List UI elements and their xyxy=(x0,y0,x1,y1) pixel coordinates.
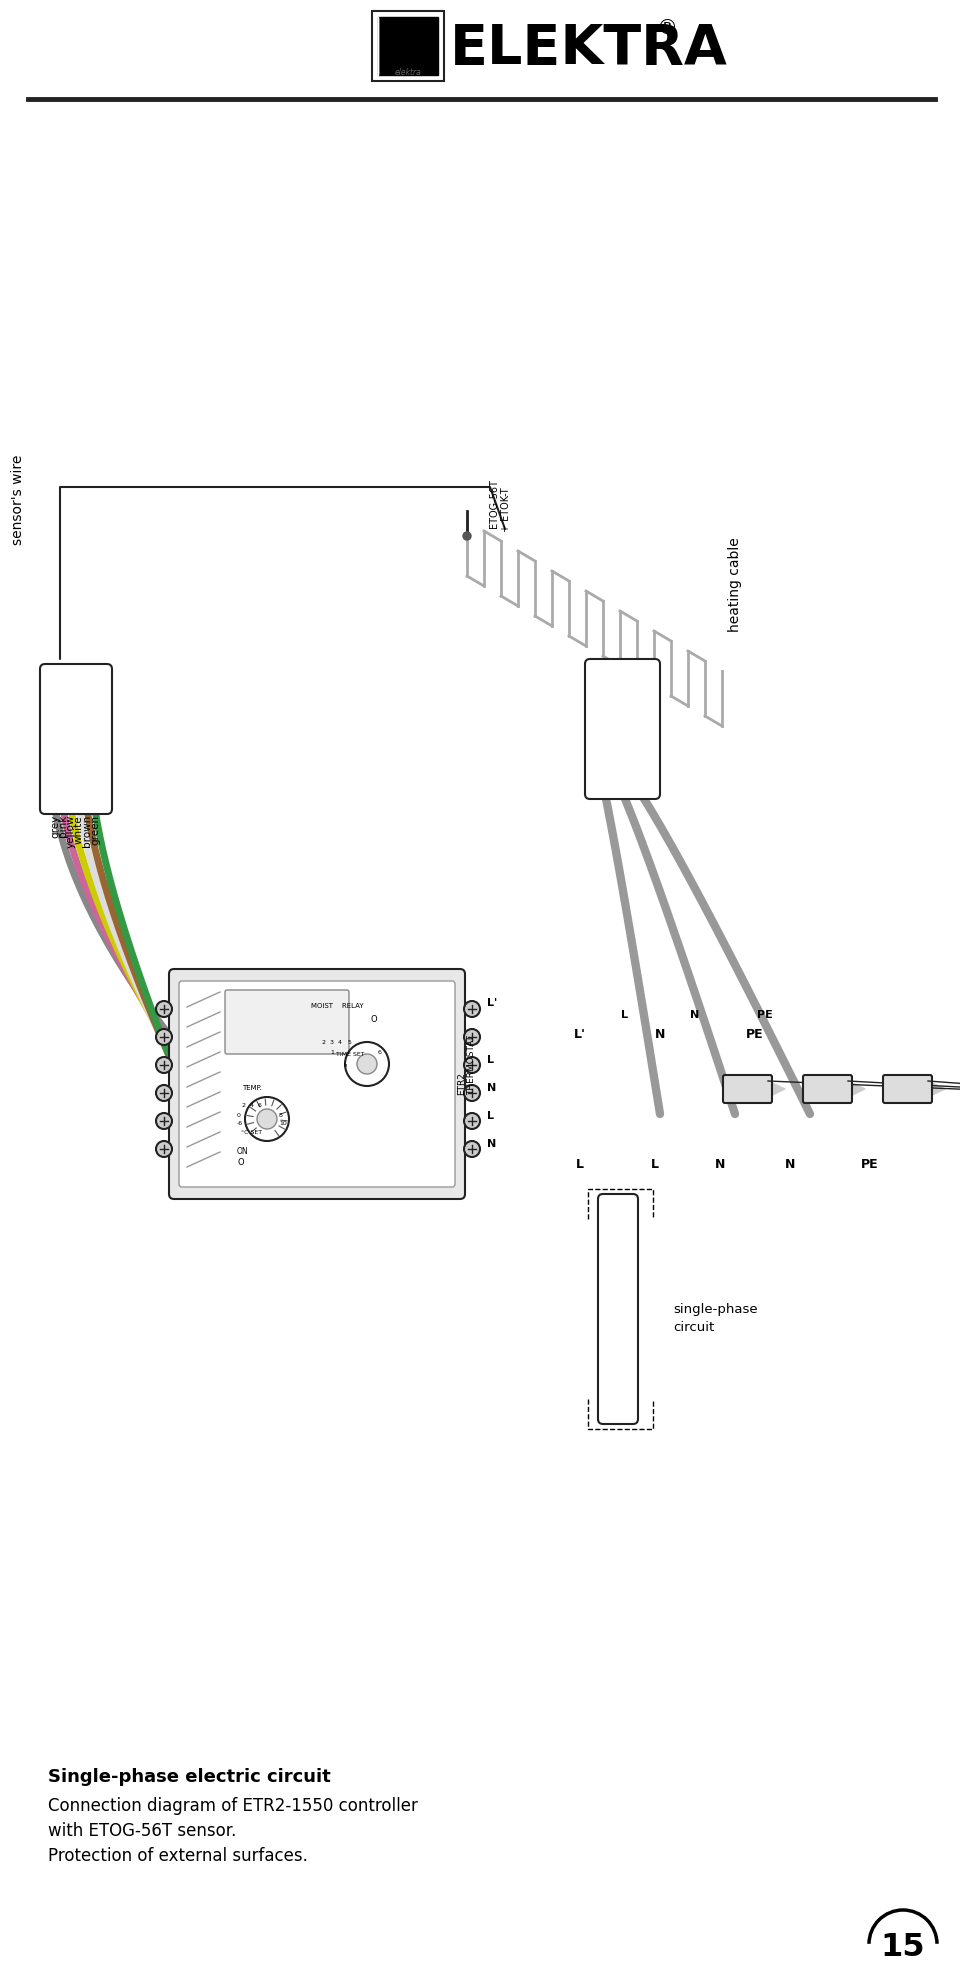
Circle shape xyxy=(156,1057,172,1073)
Text: N: N xyxy=(487,1083,496,1093)
Text: N: N xyxy=(487,1138,496,1148)
Text: O: O xyxy=(371,1014,377,1024)
Text: 6: 6 xyxy=(378,1049,382,1055)
Circle shape xyxy=(464,1113,480,1129)
FancyBboxPatch shape xyxy=(883,1075,932,1103)
Circle shape xyxy=(869,1911,937,1978)
Circle shape xyxy=(156,1002,172,1018)
Text: L': L' xyxy=(487,998,497,1008)
Circle shape xyxy=(464,1140,480,1158)
Circle shape xyxy=(245,1097,289,1140)
Polygon shape xyxy=(768,1081,785,1097)
Text: ®: ® xyxy=(656,18,677,38)
Text: single-phase: single-phase xyxy=(673,1303,757,1317)
FancyBboxPatch shape xyxy=(169,970,465,1200)
Text: PE: PE xyxy=(757,1010,773,1020)
Text: grey: grey xyxy=(50,814,60,838)
Polygon shape xyxy=(928,1081,945,1097)
Circle shape xyxy=(156,1085,172,1101)
Text: L: L xyxy=(487,1111,494,1121)
Bar xyxy=(372,12,444,81)
Text: yellow: yellow xyxy=(66,814,76,847)
Text: L: L xyxy=(651,1158,659,1170)
Text: Protection of external surfaces.: Protection of external surfaces. xyxy=(48,1845,308,1863)
FancyBboxPatch shape xyxy=(803,1075,852,1103)
Circle shape xyxy=(156,1030,172,1045)
Circle shape xyxy=(463,533,471,541)
Text: L: L xyxy=(576,1158,584,1170)
Text: circuit: circuit xyxy=(673,1321,714,1335)
Text: 10: 10 xyxy=(279,1121,287,1125)
Text: L: L xyxy=(487,1055,494,1065)
Text: Single-phase electric circuit: Single-phase electric circuit xyxy=(48,1766,331,1786)
Text: 8: 8 xyxy=(279,1113,283,1117)
Text: N: N xyxy=(690,1010,700,1020)
Circle shape xyxy=(257,1109,277,1129)
Text: green: green xyxy=(90,814,100,845)
Circle shape xyxy=(464,1057,480,1073)
Text: MOIST    RELAY: MOIST RELAY xyxy=(311,1002,363,1008)
FancyBboxPatch shape xyxy=(225,990,349,1055)
Text: sensor's wire: sensor's wire xyxy=(11,455,25,544)
FancyBboxPatch shape xyxy=(598,1194,638,1424)
Text: °C SET: °C SET xyxy=(241,1129,263,1135)
Circle shape xyxy=(464,1030,480,1045)
Text: + ETOK-T: + ETOK-T xyxy=(501,487,511,533)
Text: TIME SET: TIME SET xyxy=(336,1051,364,1057)
Text: PE: PE xyxy=(861,1158,878,1170)
Text: -6: -6 xyxy=(237,1121,243,1125)
Text: 2  3  4   5: 2 3 4 5 xyxy=(322,1040,352,1045)
Circle shape xyxy=(464,1002,480,1018)
Text: 2  4  6: 2 4 6 xyxy=(242,1103,262,1107)
Circle shape xyxy=(357,1055,377,1075)
Text: ELEKTRA: ELEKTRA xyxy=(450,22,728,75)
Circle shape xyxy=(156,1113,172,1129)
Text: PE: PE xyxy=(746,1028,764,1041)
Text: ON: ON xyxy=(237,1146,249,1156)
Text: N: N xyxy=(785,1158,795,1170)
Text: with ETOG-56T sensor.: with ETOG-56T sensor. xyxy=(48,1822,236,1839)
Text: brown: brown xyxy=(82,814,92,847)
FancyBboxPatch shape xyxy=(40,665,112,814)
Text: TEMP.: TEMP. xyxy=(242,1085,262,1091)
FancyBboxPatch shape xyxy=(179,982,455,1188)
Text: heating cable: heating cable xyxy=(728,537,742,632)
Text: ETOG-56T: ETOG-56T xyxy=(489,479,499,529)
Text: L: L xyxy=(621,1010,629,1020)
Polygon shape xyxy=(848,1081,865,1097)
FancyBboxPatch shape xyxy=(585,659,660,800)
Text: O: O xyxy=(237,1158,244,1166)
Text: white: white xyxy=(74,814,84,843)
Circle shape xyxy=(345,1043,389,1087)
Circle shape xyxy=(156,1140,172,1158)
Text: elektra: elektra xyxy=(395,67,421,77)
Text: 1: 1 xyxy=(330,1049,334,1055)
Text: Connection diagram of ETR2-1550 controller: Connection diagram of ETR2-1550 controll… xyxy=(48,1796,418,1814)
Text: 15: 15 xyxy=(880,1932,925,1962)
Text: 0: 0 xyxy=(237,1113,241,1117)
Text: pink: pink xyxy=(58,814,68,838)
FancyBboxPatch shape xyxy=(723,1075,772,1103)
Text: N: N xyxy=(655,1028,665,1041)
Text: ETR2
THERMOSTAT: ETR2 THERMOSTAT xyxy=(457,1034,476,1095)
Text: h: h xyxy=(344,1063,347,1067)
Text: N: N xyxy=(715,1158,725,1170)
Circle shape xyxy=(464,1085,480,1101)
Polygon shape xyxy=(378,18,438,75)
Text: L': L' xyxy=(574,1028,586,1041)
